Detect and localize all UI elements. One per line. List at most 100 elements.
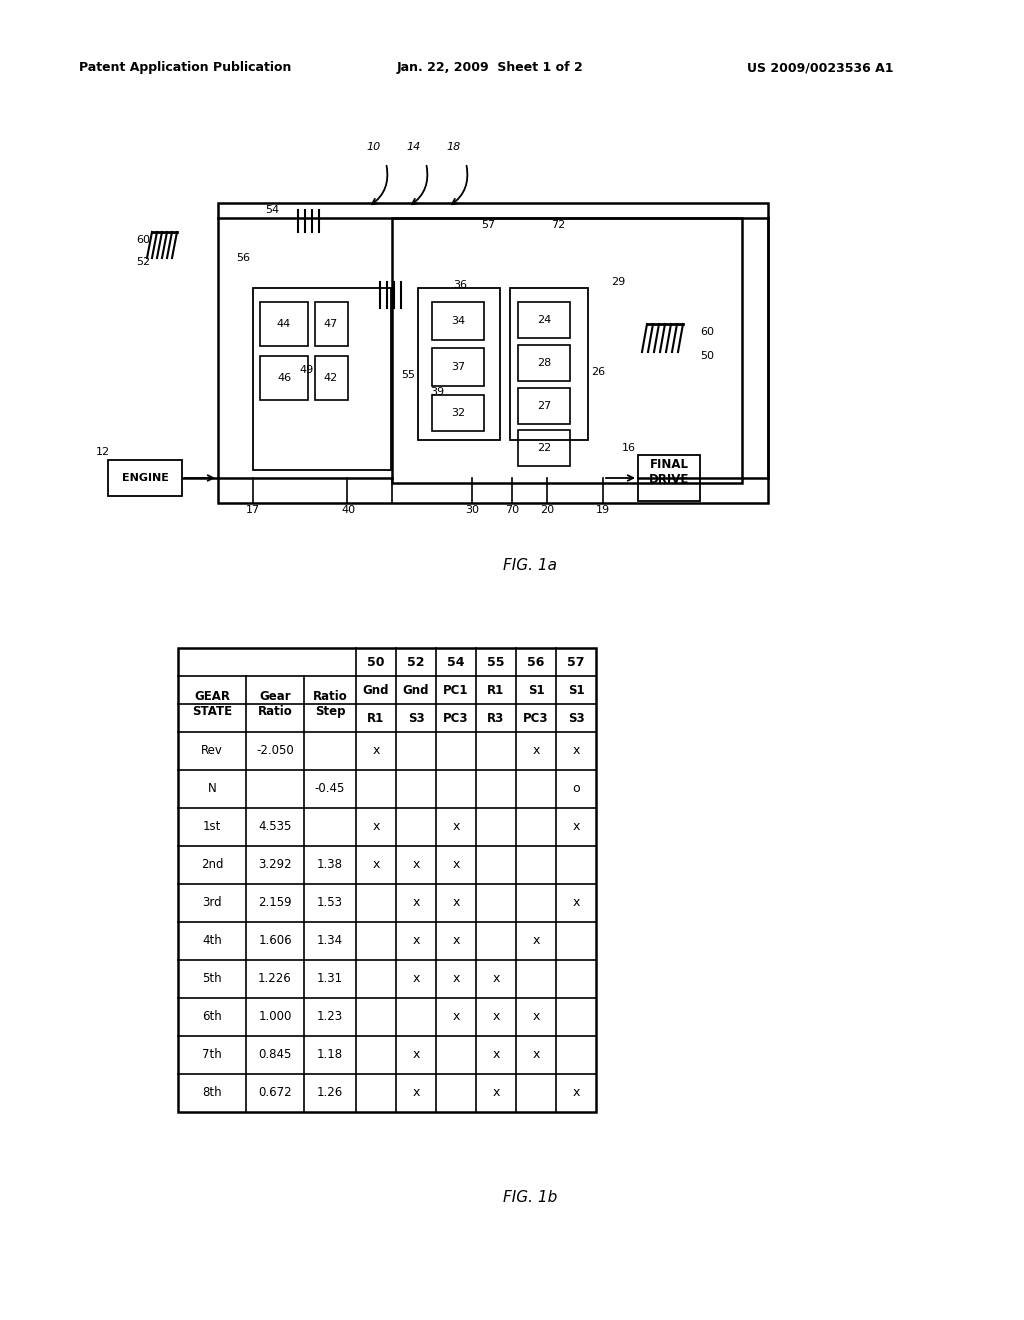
Text: N: N — [208, 783, 216, 796]
Text: 54: 54 — [265, 205, 280, 215]
Text: 55: 55 — [401, 370, 415, 380]
Text: 1.226: 1.226 — [258, 973, 292, 986]
Text: x: x — [493, 1011, 500, 1023]
Text: 57: 57 — [567, 656, 585, 668]
Text: 52: 52 — [408, 656, 425, 668]
Text: 19: 19 — [596, 506, 610, 515]
Text: 1.606: 1.606 — [258, 935, 292, 948]
Text: R1: R1 — [487, 684, 505, 697]
Bar — [218, 203, 768, 503]
Text: 72: 72 — [551, 220, 565, 230]
Text: 7th: 7th — [202, 1048, 222, 1061]
Text: R1: R1 — [368, 711, 385, 725]
Text: x: x — [413, 973, 420, 986]
Text: 39: 39 — [430, 387, 444, 397]
Text: x: x — [413, 858, 420, 871]
Text: x: x — [493, 1048, 500, 1061]
Bar — [392, 218, 742, 483]
Text: 47: 47 — [324, 319, 338, 329]
Text: 60: 60 — [136, 235, 150, 246]
Text: x: x — [413, 1048, 420, 1061]
Text: 22: 22 — [537, 444, 551, 453]
Text: 56: 56 — [527, 656, 545, 668]
Text: 0.845: 0.845 — [258, 1048, 292, 1061]
Text: 46: 46 — [276, 374, 291, 383]
Text: 44: 44 — [276, 319, 291, 329]
Text: x: x — [413, 1086, 420, 1100]
Text: x: x — [373, 858, 380, 871]
Text: x: x — [453, 973, 460, 986]
Text: -2.050: -2.050 — [256, 744, 294, 758]
Text: 20: 20 — [540, 506, 554, 515]
Bar — [178, 648, 596, 1111]
Text: 27: 27 — [537, 401, 551, 411]
Text: 0.672: 0.672 — [258, 1086, 292, 1100]
Text: Gnd: Gnd — [402, 684, 429, 697]
Bar — [418, 288, 500, 440]
Text: S1: S1 — [527, 684, 545, 697]
Text: 40: 40 — [341, 506, 355, 515]
Text: 4th: 4th — [202, 935, 222, 948]
Text: 49: 49 — [300, 366, 314, 375]
Text: 2.159: 2.159 — [258, 896, 292, 909]
Bar — [315, 356, 348, 400]
Text: 4.535: 4.535 — [258, 821, 292, 833]
Text: Gnd: Gnd — [362, 684, 389, 697]
Text: x: x — [572, 744, 580, 758]
Text: x: x — [453, 896, 460, 909]
Text: 57: 57 — [481, 220, 495, 230]
Text: x: x — [532, 1048, 540, 1061]
Text: 1.23: 1.23 — [317, 1011, 343, 1023]
Text: 6th: 6th — [202, 1011, 222, 1023]
Text: FIG. 1a: FIG. 1a — [503, 557, 557, 573]
Text: 8th: 8th — [202, 1086, 222, 1100]
Text: 1.000: 1.000 — [258, 1011, 292, 1023]
Text: x: x — [413, 935, 420, 948]
Text: Ratio
Step: Ratio Step — [312, 690, 347, 718]
Text: 10: 10 — [367, 143, 381, 152]
Text: 37: 37 — [451, 362, 465, 372]
Bar — [518, 302, 570, 338]
Text: 1.18: 1.18 — [317, 1048, 343, 1061]
Text: Gear
Ratio: Gear Ratio — [258, 690, 293, 718]
Text: x: x — [572, 896, 580, 909]
Text: 1.26: 1.26 — [316, 1086, 343, 1100]
Text: x: x — [532, 935, 540, 948]
Text: 14: 14 — [407, 143, 421, 152]
Text: x: x — [373, 744, 380, 758]
Text: 54: 54 — [447, 656, 465, 668]
Bar — [510, 288, 588, 440]
Text: 1.53: 1.53 — [317, 896, 343, 909]
Text: x: x — [453, 821, 460, 833]
Bar — [518, 430, 570, 466]
Text: 36: 36 — [453, 280, 467, 290]
Text: 1.34: 1.34 — [317, 935, 343, 948]
Text: 5th: 5th — [202, 973, 222, 986]
Bar — [638, 455, 700, 502]
Bar — [432, 302, 484, 341]
Text: 42: 42 — [324, 374, 338, 383]
Text: x: x — [532, 1011, 540, 1023]
Text: 16: 16 — [622, 444, 636, 453]
Text: x: x — [532, 744, 540, 758]
Text: -0.45: -0.45 — [314, 783, 345, 796]
Bar — [518, 388, 570, 424]
Bar — [432, 395, 484, 432]
Text: 70: 70 — [505, 506, 519, 515]
Bar — [260, 302, 308, 346]
Text: FINAL
DRIVE: FINAL DRIVE — [649, 458, 689, 486]
Text: Patent Application Publication: Patent Application Publication — [79, 62, 291, 74]
Text: 26: 26 — [591, 367, 605, 378]
Text: 55: 55 — [487, 656, 505, 668]
Text: x: x — [572, 1086, 580, 1100]
Text: US 2009/0023536 A1: US 2009/0023536 A1 — [746, 62, 893, 74]
Text: x: x — [453, 935, 460, 948]
Text: 50: 50 — [368, 656, 385, 668]
Text: x: x — [493, 973, 500, 986]
Text: 32: 32 — [451, 408, 465, 418]
Text: 12: 12 — [96, 447, 110, 457]
Text: PC3: PC3 — [523, 711, 549, 725]
Text: 34: 34 — [451, 315, 465, 326]
Bar — [108, 459, 182, 496]
Text: 1.31: 1.31 — [317, 973, 343, 986]
